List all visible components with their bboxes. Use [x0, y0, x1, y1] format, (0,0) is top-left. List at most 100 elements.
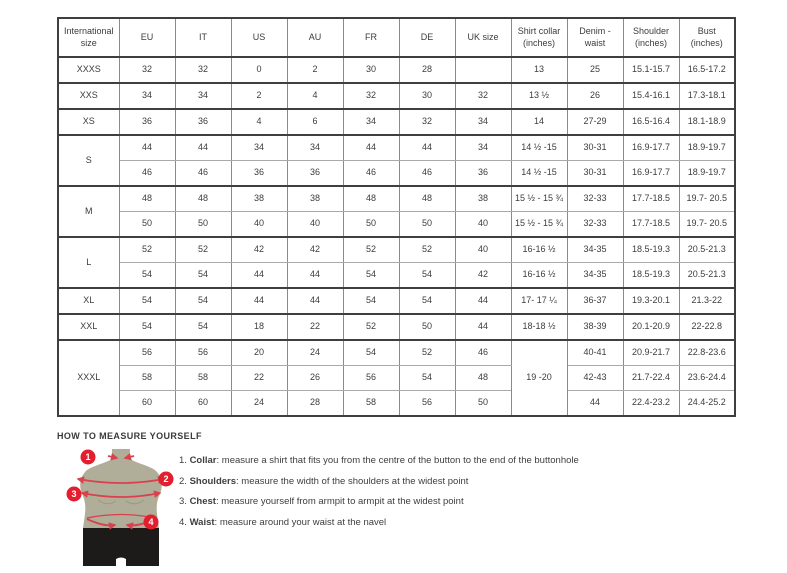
- table-row: S 44 44 34 34 44 44 34 14 ½ -15 30-31 16.9-17.7 18.…: [57, 134, 736, 187]
- table-cell: 36: [286, 160, 344, 187]
- table-cell: 46: [118, 160, 176, 187]
- table-cell: 32: [454, 82, 512, 110]
- table-cell: 22: [230, 365, 288, 391]
- table-row: XL 54 54 44 44 54 54 44 17- 17 ¼ 36-37 19.3-20.1 21…: [57, 287, 736, 315]
- table-cell: 24: [286, 339, 344, 366]
- table-cell: 40: [286, 211, 344, 238]
- size-group-cell: XXXS: [57, 56, 120, 84]
- column-header-shoulder: Shoulder (inches): [622, 17, 680, 58]
- table-row: 54 54 44 44 54 54 42 16-16 ½ 34-35 18.5-19.3 20.5-…: [58, 262, 736, 289]
- table-cell: 54: [118, 287, 176, 315]
- table-cell: 16.5-16.4: [622, 108, 680, 136]
- table-cell: 56: [342, 365, 400, 391]
- collar-merged-cell: 19 -20: [510, 339, 568, 417]
- table-cell: 17.3-18.1: [678, 82, 736, 110]
- table-cell: 54: [398, 287, 456, 315]
- table-cell: 0: [230, 56, 288, 84]
- table-cell: 48: [398, 185, 456, 212]
- table-cell: 38: [286, 185, 344, 212]
- column-header-it: IT: [174, 17, 232, 58]
- table-cell: 60: [174, 390, 232, 417]
- size-group-cell: XS: [57, 108, 120, 136]
- table-row: XXXL 56 56 20 24 54 52 46 19 -20 40-41 20.9-21.7 22…: [57, 339, 736, 417]
- column-header-denim-waist: Denim - waist: [566, 17, 624, 58]
- table-cell: 18.9-19.7: [678, 160, 736, 187]
- table-cell: 19.7- 20.5: [678, 211, 736, 238]
- table-cell: 20.1-20.9: [622, 313, 680, 341]
- table-cell: 28: [286, 390, 344, 417]
- size-group-cell: XXS: [57, 82, 120, 110]
- table-cell: 16-16 ½: [510, 262, 568, 289]
- table-cell: 14 ½ -15: [510, 160, 568, 187]
- table-cell: 32: [174, 56, 232, 84]
- table-cell: 32-33: [566, 185, 624, 212]
- table-cell: 42: [454, 262, 512, 289]
- table-cell: 50: [398, 313, 456, 341]
- table-cell: 22.4-23.2: [622, 390, 680, 417]
- table-cell: 14 ½ -15: [510, 134, 568, 161]
- table-cell: 15 ½ - 15 ¾: [510, 185, 568, 212]
- table-cell: 34: [454, 108, 512, 136]
- table-cell: 21.7-22.4: [622, 365, 680, 391]
- table-cell: 21.3-22: [678, 287, 736, 315]
- table-cell: 42: [286, 236, 344, 263]
- table-cell: 19.7- 20.5: [678, 185, 736, 212]
- column-header-shirt-collar: Shirt collar (inches): [510, 17, 568, 58]
- measure-step-shoulders: 2. Shoulders: measure the width of the s…: [179, 475, 469, 487]
- table-cell: 44: [174, 134, 232, 161]
- table-cell: 13: [510, 56, 568, 84]
- table-cell: 52: [398, 339, 456, 366]
- column-header-eu: EU: [118, 17, 176, 58]
- table-cell: 40-41: [566, 339, 624, 366]
- table-cell: 50: [118, 211, 176, 238]
- table-cell: 28: [398, 56, 456, 84]
- table-cell: 22-22.8: [678, 313, 736, 341]
- table-cell: 34: [230, 134, 288, 161]
- mannequin-figure: 1 2 3 4: [62, 448, 181, 573]
- measure-step-chest: 3. Chest: measure yourself from armpit t…: [179, 496, 464, 507]
- table-cell: 15.1-15.7: [622, 56, 680, 84]
- table-cell: 15.4-16.1: [622, 82, 680, 110]
- table-cell: 24: [230, 390, 288, 417]
- table-row: XXXS 32 32 0 2 30 28 13 25 15.1-15.7 16.5-17.2: [57, 56, 736, 84]
- marker-circle-3: [66, 486, 82, 502]
- marker-number-2: 2: [163, 474, 168, 484]
- table-cell: 16.5-17.2: [678, 56, 736, 84]
- table-cell: 17.7-18.5: [622, 211, 680, 238]
- table-cell: 40: [454, 236, 512, 263]
- size-group-cell: XL: [57, 287, 120, 315]
- table-cell: 54: [342, 287, 400, 315]
- table-cell: 54: [174, 313, 232, 341]
- table-cell: 23.6-24.4: [678, 365, 736, 391]
- table-cell: 19.3-20.1: [622, 287, 680, 315]
- table-cell: 18: [230, 313, 288, 341]
- table-cell: 36: [174, 108, 232, 136]
- table-row: L 52 52 42 42 52 52 40 16-16 ½ 34-35 18.5-19.3 20.5…: [57, 236, 736, 289]
- table-cell: 44: [342, 134, 400, 161]
- measure-step-collar: 1. Collar: measure a shirt that fits you…: [179, 455, 579, 466]
- collar-arrow: [107, 452, 119, 461]
- how-to-measure-section: HOW TO MEASURE YOURSELF: [57, 431, 747, 573]
- table-cell: 44: [286, 287, 344, 315]
- table-cell: 46: [454, 339, 512, 366]
- table-row: 50 50 40 40 50 50 40 15 ½ - 15 ¾ 32-33 17.7-18.5 1…: [58, 211, 736, 238]
- table-cell: 32: [342, 82, 400, 110]
- table-cell: 36: [118, 108, 176, 136]
- table-cell: 24.4-25.2: [678, 390, 736, 417]
- table-cell: 16-16 ½: [510, 236, 568, 263]
- table-cell: 2: [286, 56, 344, 84]
- table-cell: 27-29: [566, 108, 624, 136]
- table-cell: 36: [230, 160, 288, 187]
- table-row: 58 58 22 26 56 54 48 42-43 21.7-22.4 23.6-24.4: [58, 365, 736, 391]
- table-cell: 13 ½: [510, 82, 568, 110]
- table-cell: 44: [118, 134, 176, 161]
- table-cell: 48: [454, 365, 512, 391]
- table-cell: 26: [566, 82, 624, 110]
- table-cell: [454, 56, 512, 84]
- table-cell: 58: [118, 365, 176, 391]
- shorts: [83, 528, 159, 566]
- size-group-cell: XXXL: [57, 339, 120, 417]
- marker-circle-2: [158, 471, 174, 487]
- table-cell: 52: [342, 313, 400, 341]
- size-group-cell: L: [57, 236, 120, 289]
